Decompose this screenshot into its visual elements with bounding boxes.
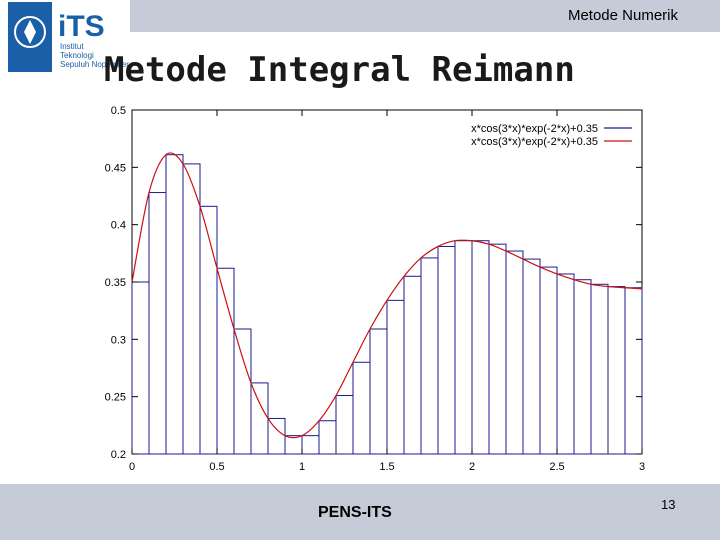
- legend-entry-curve-series: x*cos(3*x)*exp(-2*x)+0.35: [471, 136, 598, 148]
- riemann-rectangles: [131, 154, 643, 455]
- logo-emblem-ring: [14, 16, 46, 48]
- riemann-rectangle: [403, 275, 422, 455]
- y-tick-label: 0.4: [111, 220, 126, 232]
- riemann-rectangle: [556, 273, 575, 455]
- riemann-rectangle: [369, 328, 388, 455]
- footer-bar: [0, 484, 720, 540]
- riemann-rectangle: [471, 240, 490, 455]
- footer-institution: PENS-ITS: [318, 504, 392, 521]
- riemann-rectangle: [267, 417, 286, 455]
- riemann-rectangle: [420, 257, 439, 455]
- page-number: 13: [661, 497, 676, 512]
- x-tick-label: 2: [469, 461, 475, 473]
- riemann-rectangle: [250, 382, 269, 455]
- riemann-rectangle: [522, 258, 541, 455]
- legend-entry-step-series: x*cos(3*x)*exp(-2*x)+0.35: [471, 123, 598, 135]
- x-tick-label: 2.5: [549, 461, 564, 473]
- y-tick-label: 0.35: [105, 277, 126, 289]
- riemann-rectangle: [301, 435, 320, 455]
- riemann-rectangle: [386, 299, 405, 455]
- y-tick-label: 0.3: [111, 334, 126, 346]
- course-title: Metode Numerik: [567, 7, 678, 24]
- riemann-rectangle: [284, 435, 303, 455]
- curve-series-line: [131, 152, 643, 439]
- riemann-rectangle: [607, 286, 626, 455]
- y-tick-label: 0.25: [105, 392, 126, 404]
- riemann-rectangle: [454, 240, 473, 455]
- riemann-rectangle: [352, 361, 371, 455]
- x-tick-label: 1.5: [379, 461, 394, 473]
- header-bar: Metode Numerik: [130, 0, 720, 32]
- y-tick-label: 0.2: [111, 449, 126, 461]
- x-tick-label: 1: [299, 461, 305, 473]
- riemann-rectangle: [539, 266, 558, 455]
- riemann-rectangle: [216, 267, 235, 455]
- riemann-rectangle: [318, 420, 337, 455]
- riemann-rectangle: [233, 328, 252, 455]
- axes: 0.2 0.25 0.3 0.35 0.4 0.45 0.5 0 0.5 1 1.5 2 2.5 3: [105, 105, 645, 473]
- riemann-chart: 0.2 0.25 0.3 0.35 0.4 0.45 0.5 0 0.5 1 1.5 2 2.5 3 x*…: [105, 105, 645, 473]
- x-tick-label: 0.5: [209, 461, 224, 473]
- riemann-rectangle: [182, 163, 201, 455]
- riemann-rectangle: [335, 395, 354, 455]
- riemann-rectangle: [437, 245, 456, 455]
- riemann-rectangle: [505, 250, 524, 455]
- slide-title: Metode Integral Reimann: [104, 50, 575, 90]
- riemann-rectangle: [148, 192, 167, 455]
- its-logo: iTS Institut Teknologi Sepuluh Nopember: [8, 2, 129, 72]
- riemann-rectangle: [590, 283, 609, 455]
- y-tick-label: 0.5: [111, 105, 126, 117]
- y-tick-label: 0.45: [105, 162, 126, 174]
- x-tick-label: 3: [639, 461, 645, 473]
- logo-subtext-2: Teknologi: [60, 51, 94, 60]
- logo-emblem-center: [24, 20, 36, 44]
- riemann-rectangle: [624, 287, 643, 455]
- logo-subtext-1: Institut: [60, 42, 84, 51]
- logo-text: iTS: [58, 10, 105, 43]
- legend: x*cos(3*x)*exp(-2*x)+0.35 x*cos(3*x)*exp…: [471, 123, 632, 148]
- logo-subtext-3: Sepuluh Nopember: [60, 60, 129, 69]
- riemann-rectangle: [488, 243, 507, 455]
- riemann-rectangle: [573, 279, 592, 455]
- riemann-rectangle: [165, 154, 184, 455]
- x-tick-label: 0: [129, 461, 135, 473]
- riemann-rectangle: [131, 281, 150, 455]
- riemann-rectangle: [199, 205, 218, 455]
